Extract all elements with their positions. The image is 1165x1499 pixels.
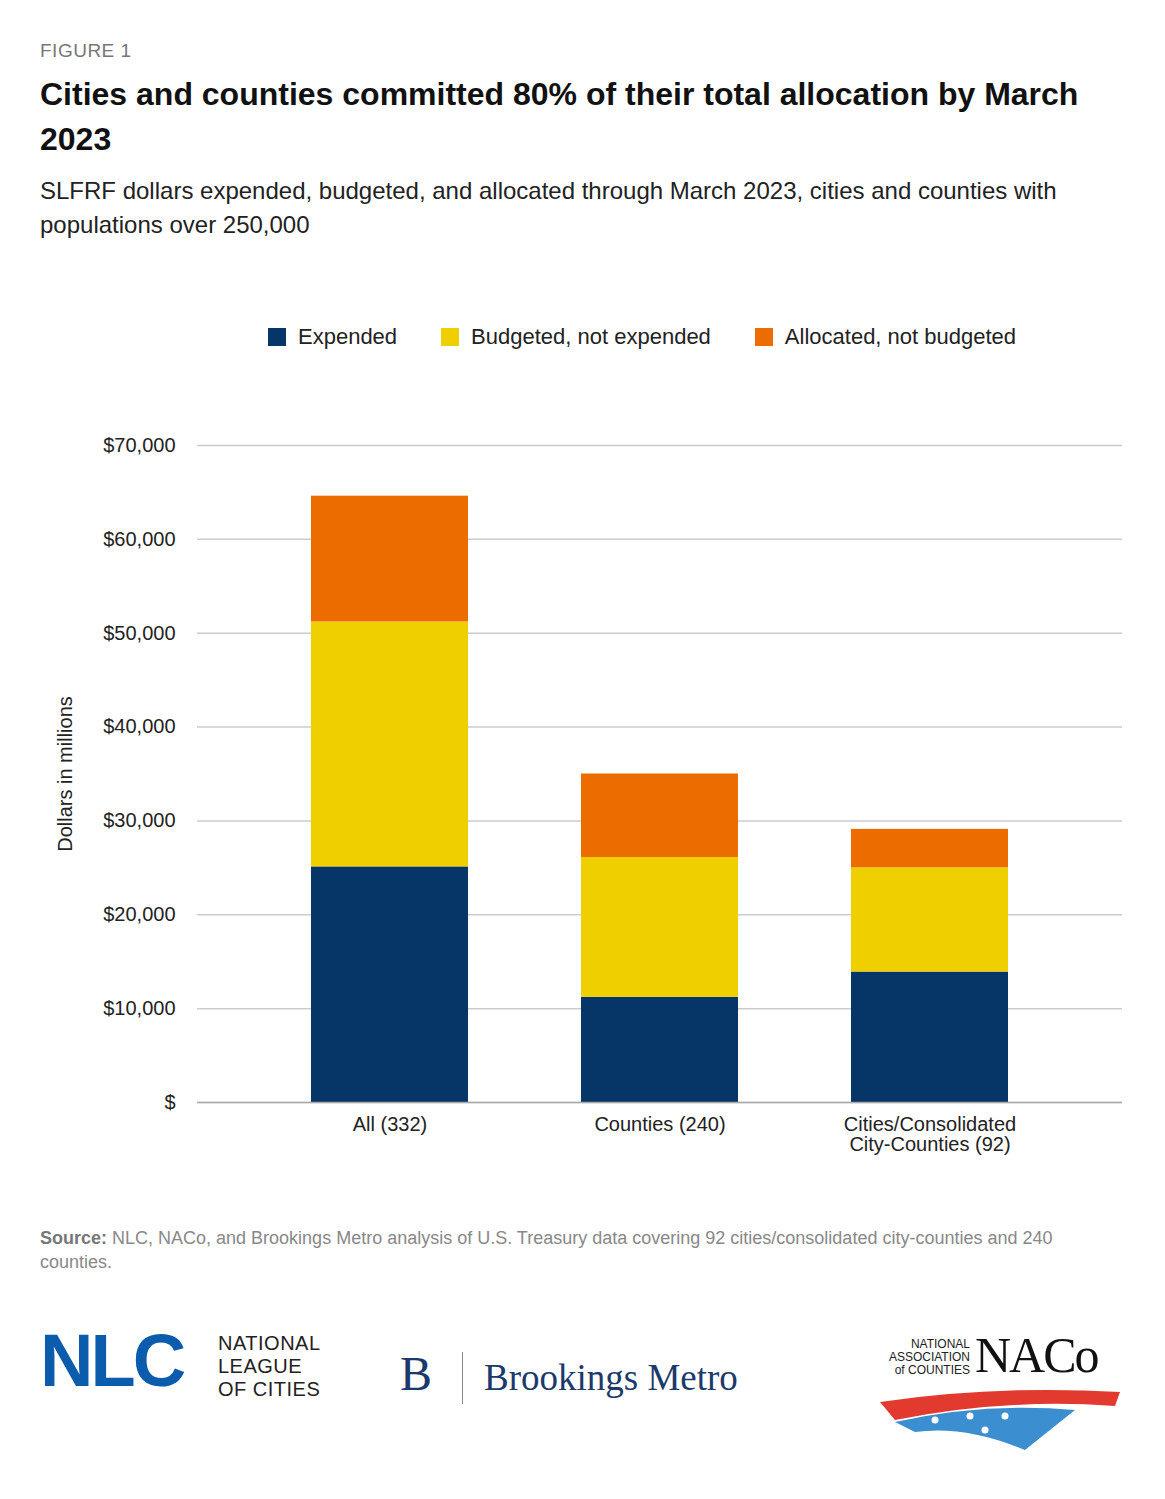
html-text:Budgeted, not expended: Budgeted, not expended [471,324,711,349]
html-text:NATIONAL ASSOCIATION of COUNTI: NATIONAL ASSOCIATION of COUNTIES [888,1337,970,1377]
html-text:SLFRF dollars expended, budget: SLFRF dollars expended, budgeted, and al… [40,177,1057,238]
svg-text:All (332): All (332) [353,1113,427,1135]
svg-text:$20,000: $20,000 [103,903,175,925]
html-text:NLC: NLC [40,1319,184,1402]
svg-text:Counties (240): Counties (240) [594,1113,725,1135]
svg-text:$40,000: $40,000 [103,715,175,737]
svg-text:$60,000: $60,000 [103,528,175,550]
svg-text:Cities/ConsolidatedCity-Counti: Cities/ConsolidatedCity-Counties (92) [844,1113,1016,1155]
svg-text:$30,000: $30,000 [103,809,175,831]
html-text:Brookings Metro: Brookings Metro [484,1357,738,1398]
svg-text:$70,000: $70,000 [103,434,175,456]
svg-text:$10,000: $10,000 [103,997,175,1019]
html-text:Allocated, not budgeted: Allocated, not budgeted [784,324,1016,349]
svg-text:$50,000: $50,000 [103,622,175,644]
svg-text:$: $ [164,1091,175,1113]
html-text:FIGURE 1: FIGURE 1 [40,40,132,61]
html-text:Cities and counties committed: Cities and counties committed 80% of the… [40,76,1079,157]
html-text:Source: NLC, NACo, and Brookin: Source: NLC, NACo, and Brookings Metro a… [40,1228,1053,1272]
svg-text:Dollars in millions: Dollars in millions [54,696,76,852]
html-text:NACo: NACo [975,1327,1098,1383]
html-text:Expended: Expended [298,324,398,349]
html-text:NATIONAL LEAGUE OF CITIES: NATIONAL LEAGUE OF CITIES [218,1332,321,1400]
html-text:B: B [400,1347,432,1400]
